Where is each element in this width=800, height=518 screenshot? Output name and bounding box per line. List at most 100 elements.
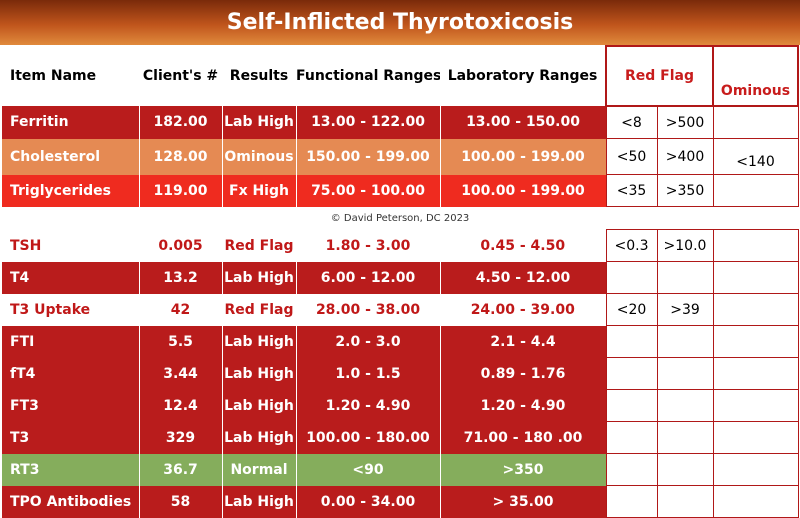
laboratory-range: 1.20 - 4.90 xyxy=(480,397,566,414)
table-row: Ferritin 182.00 Lab High 13.00 - 122.00 … xyxy=(2,105,799,139)
client-value: 13.2 xyxy=(139,261,223,294)
red-flag-high: >39 xyxy=(656,293,714,326)
red-flag-low: <0.3 xyxy=(605,229,658,262)
laboratory-range: 100.00 - 199.00 xyxy=(461,148,585,165)
red-flag-low: <50 xyxy=(605,138,658,175)
red-flag-high xyxy=(656,389,714,422)
header-results: Results xyxy=(222,46,296,106)
table-row: FTI 5.5 Lab High 2.0 - 3.0 2.1 - 4.4 xyxy=(2,325,799,358)
red-flag-high: >400 xyxy=(656,138,714,175)
functional-range: 150.00 - 199.00 xyxy=(296,138,441,175)
item-name: T3 xyxy=(2,421,140,454)
red-flag-low: <8 xyxy=(605,105,658,139)
header-item-name: Item Name xyxy=(2,46,139,106)
functional-range: 100.00 - 180.00 xyxy=(296,421,441,454)
table-row: TPO Antibodies 58 Lab High 0.00 - 34.00 … xyxy=(2,485,799,518)
copyright-row: © David Peterson, DC 2023 xyxy=(2,206,799,230)
table-row: T4 13.2 Lab High 6.00 - 12.00 4.50 - 12.… xyxy=(2,261,799,294)
ominous-cell xyxy=(712,174,799,207)
ominous-cell xyxy=(712,229,799,262)
result-status: Normal xyxy=(222,453,297,486)
header-laboratory-ranges: Laboratory Ranges xyxy=(440,46,606,106)
client-value: 5.5 xyxy=(139,325,223,358)
header-row: Item Name Client's # Results Functional … xyxy=(2,45,800,107)
functional-range: 28.00 - 38.00 xyxy=(315,301,421,318)
red-flag-low xyxy=(605,485,658,518)
header-red-flag: Red Flag xyxy=(604,45,715,107)
item-name: Cholesterol xyxy=(2,138,140,175)
red-flag-high xyxy=(656,261,714,294)
header-functional-ranges: Functional Ranges xyxy=(296,46,440,106)
laboratory-range: 0.89 - 1.76 xyxy=(480,365,566,382)
ominous-cell xyxy=(712,421,799,454)
client-value: 119.00 xyxy=(139,174,223,207)
laboratory-range: 0.45 - 4.50 xyxy=(480,237,566,254)
laboratory-range: >350 xyxy=(502,461,544,478)
red-flag-high xyxy=(656,453,714,486)
functional-range: 75.00 - 100.00 xyxy=(296,174,441,207)
result-status: Lab High xyxy=(222,421,297,454)
red-flag-high: >350 xyxy=(656,174,714,207)
item-name: TSH xyxy=(10,237,42,254)
red-flag-low xyxy=(605,389,658,422)
laboratory-range: 13.00 - 150.00 xyxy=(466,114,580,131)
table-row: fT4 3.44 Lab High 1.0 - 1.5 0.89 - 1.76 xyxy=(2,357,799,390)
client-value: 128.00 xyxy=(139,138,223,175)
ominous-cell xyxy=(712,105,799,139)
functional-range: 1.20 - 4.90 xyxy=(296,389,441,422)
ominous-cell xyxy=(712,293,799,326)
functional-range: 13.00 - 122.00 xyxy=(296,106,441,139)
result-status: Lab High xyxy=(222,261,297,294)
client-value: 36.7 xyxy=(139,453,223,486)
ominous-cell xyxy=(712,357,799,390)
item-name: RT3 xyxy=(2,453,140,486)
item-name: TPO Antibodies xyxy=(2,485,140,518)
table-row: TSH 0.005 Red Flag 1.80 - 3.00 0.45 - 4.… xyxy=(2,229,799,262)
item-name: T3 Uptake xyxy=(10,301,91,318)
red-flag-high: >500 xyxy=(656,105,714,139)
result-status: Red Flag xyxy=(224,237,294,254)
result-status: Lab High xyxy=(222,389,297,422)
red-flag-high: >10.0 xyxy=(656,229,714,262)
ominous-cell xyxy=(712,389,799,422)
red-flag-low: <20 xyxy=(605,293,658,326)
item-name: FT3 xyxy=(2,389,140,422)
laboratory-range: 24.00 - 39.00 xyxy=(470,301,575,318)
item-name: T4 xyxy=(2,261,140,294)
red-flag-low xyxy=(605,357,658,390)
copyright-text: © David Peterson, DC 2023 xyxy=(2,206,799,230)
result-status: Red Flag xyxy=(224,301,294,318)
lab-results-table: Item Name Client's # Results Functional … xyxy=(2,45,800,518)
table-row: Cholesterol 128.00 Ominous 150.00 - 199.… xyxy=(2,138,799,175)
ominous-cell xyxy=(712,325,799,358)
client-value: 329 xyxy=(139,421,223,454)
client-value: 58 xyxy=(139,485,223,518)
table-row: T3 329 Lab High 100.00 - 180.00 71.00 - … xyxy=(2,421,799,454)
red-flag-low xyxy=(605,325,658,358)
result-status: Lab High xyxy=(222,106,297,139)
red-flag-high xyxy=(656,421,714,454)
page-title: Self-Inflicted Thyrotoxicosis xyxy=(0,0,800,45)
client-value: 0.005 xyxy=(158,237,203,254)
ominous-cell: <140 xyxy=(712,138,799,175)
red-flag-high xyxy=(656,357,714,390)
functional-range: 1.80 - 3.00 xyxy=(325,237,411,254)
functional-range: 0.00 - 34.00 xyxy=(296,485,441,518)
laboratory-range: 2.1 - 4.4 xyxy=(490,333,556,350)
client-value: 42 xyxy=(170,301,191,318)
header-client: Client's # xyxy=(139,46,222,106)
functional-range: 2.0 - 3.0 xyxy=(296,325,441,358)
table-row: T3 Uptake 42 Red Flag 28.00 - 38.00 24.0… xyxy=(2,293,799,326)
client-value: 12.4 xyxy=(139,389,223,422)
client-value: 182.00 xyxy=(139,106,223,139)
red-flag-high xyxy=(656,325,714,358)
table-row: Triglycerides 119.00 Fx High 75.00 - 100… xyxy=(2,174,799,207)
red-flag-low xyxy=(605,261,658,294)
header-ominous: Ominous xyxy=(712,45,800,107)
ominous-cell xyxy=(712,261,799,294)
result-status: Lab High xyxy=(222,485,297,518)
functional-range: 6.00 - 12.00 xyxy=(296,261,441,294)
red-flag-low xyxy=(605,453,658,486)
item-name: Ferritin xyxy=(2,106,140,139)
item-name: fT4 xyxy=(2,357,140,390)
